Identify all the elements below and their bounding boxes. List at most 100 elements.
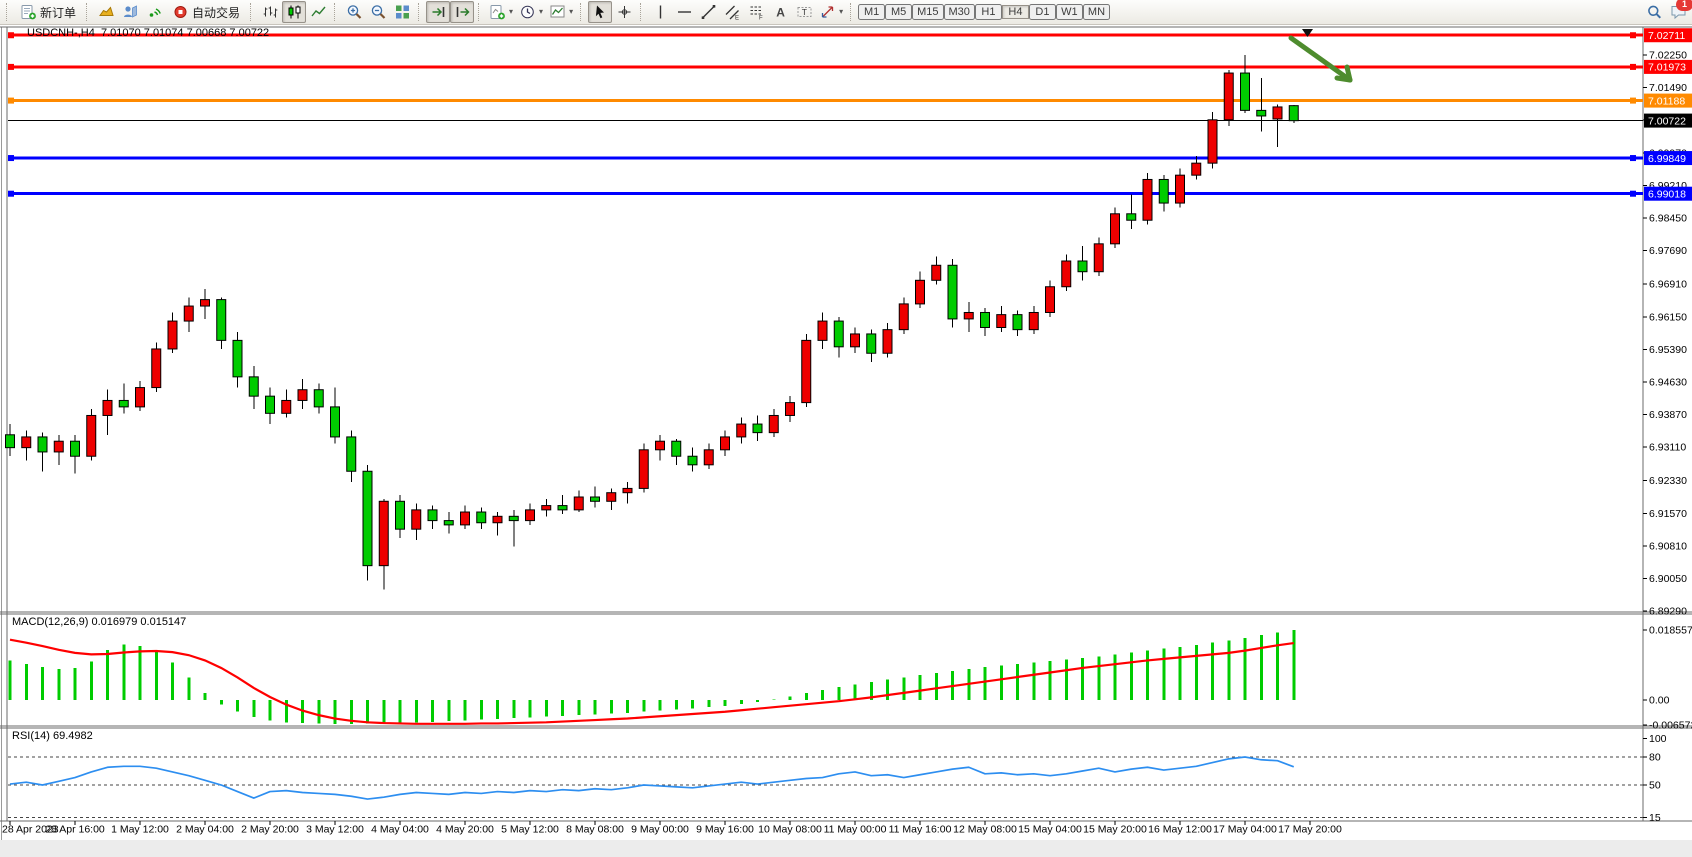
candle — [1012, 314, 1023, 331]
zoom-in-icon — [347, 5, 361, 19]
candle — [541, 505, 552, 511]
community-button[interactable] — [118, 1, 142, 23]
tile-windows-button[interactable] — [390, 1, 414, 23]
search-icon — [1647, 5, 1661, 19]
autotrading-button[interactable]: 自动交易 — [166, 1, 246, 23]
candle — [898, 303, 909, 331]
horizontal-line-button[interactable] — [672, 1, 696, 23]
chart-shift-button[interactable] — [450, 1, 475, 23]
arrows-icon — [821, 6, 834, 18]
equidistant-channel-button[interactable]: E — [720, 1, 744, 23]
horizontal-line-icon — [677, 11, 691, 13]
svg-text:6.93110: 6.93110 — [1649, 442, 1686, 454]
timeframe-m30-button[interactable]: M30 — [943, 4, 975, 20]
macd-indicator-label: MACD(12,26,9) 0.016979 0.015147 — [12, 616, 187, 628]
search-button[interactable] — [1642, 1, 1666, 23]
svg-text:8 May 08:00: 8 May 08:00 — [566, 824, 624, 836]
sell-marker-icon[interactable] — [1302, 29, 1313, 37]
candle — [1077, 260, 1088, 273]
horizontal-lines-group[interactable] — [8, 32, 1643, 197]
timeframe-d1-button[interactable]: D1 — [1028, 4, 1056, 20]
line-chart-icon — [310, 6, 326, 17]
timeframe-mn-button[interactable]: MN — [1082, 4, 1111, 20]
svg-text:15 May 04:00: 15 May 04:00 — [1018, 824, 1082, 836]
cursor-button[interactable] — [588, 1, 613, 23]
fibonacci-icon: F — [750, 6, 763, 20]
candle — [590, 496, 600, 502]
auto-scroll-button[interactable] — [426, 1, 451, 23]
candle — [53, 440, 64, 453]
trendline-button[interactable] — [696, 1, 720, 23]
candle — [573, 496, 584, 511]
toolbar: 新订单 自动交易 — [0, 0, 1692, 25]
vertical-line-icon — [659, 5, 661, 19]
timeframe-w1-button[interactable]: W1 — [1055, 4, 1083, 20]
timeframe-m15-button[interactable]: M15 — [912, 4, 944, 20]
candle — [1110, 213, 1120, 245]
signals-button[interactable] — [142, 1, 166, 23]
vertical-line-button[interactable] — [648, 1, 672, 23]
svg-text:4 May 20:00: 4 May 20:00 — [436, 824, 494, 836]
timeframe-h4-button[interactable]: H4 — [1001, 5, 1029, 19]
svg-text:11 May 00:00: 11 May 00:00 — [824, 824, 887, 836]
zoom-in-button[interactable] — [342, 1, 366, 23]
templates-button[interactable]: ▾ — [546, 1, 576, 23]
candle — [980, 311, 990, 329]
zoom-out-button[interactable] — [366, 1, 390, 23]
deposit-icon — [98, 6, 114, 16]
candle — [1223, 72, 1234, 121]
timeframe-h1-button[interactable]: H1 — [974, 4, 1002, 20]
bars-chart-button[interactable] — [258, 1, 282, 23]
crosshair-button[interactable] — [612, 1, 636, 23]
text-label-button[interactable]: T — [792, 1, 816, 23]
candle — [395, 500, 405, 530]
new-order-button[interactable]: 新订单 — [14, 1, 82, 23]
candle — [313, 389, 324, 408]
svg-text:6.94630: 6.94630 — [1649, 376, 1687, 388]
timeframe-m5-button[interactable]: M5 — [885, 4, 913, 20]
notification-badge: 1 — [1676, 0, 1692, 11]
svg-text:6.97690: 6.97690 — [1649, 245, 1687, 257]
price-axis-ticks: 7.022507.014907.007306.999706.992106.984… — [1643, 50, 1687, 618]
chart-canvas[interactable]: 7.022507.014907.007306.999706.992106.984… — [0, 25, 1692, 857]
notifications-button[interactable]: 1 — [1666, 0, 1692, 23]
timeframe-m1-button[interactable]: M1 — [858, 4, 886, 20]
autotrading-icon — [174, 6, 187, 18]
candle — [768, 414, 779, 434]
new-order-label: 新订单 — [40, 5, 77, 20]
svg-text:E: E — [735, 16, 739, 21]
fibonacci-button[interactable]: F — [744, 1, 768, 23]
cursor-icon — [595, 5, 604, 19]
candle — [346, 436, 357, 472]
candle — [151, 348, 162, 389]
arrows-tool-button[interactable]: ▾ — [816, 1, 846, 23]
svg-text:6.99018: 6.99018 — [1648, 189, 1686, 201]
candle — [1240, 72, 1250, 111]
candle — [1207, 119, 1218, 164]
candle — [785, 402, 795, 416]
trend-arrow[interactable] — [1288, 35, 1353, 83]
candle — [1028, 311, 1039, 331]
candle — [492, 515, 503, 524]
chart-title: USDCNH-,H4 7.01070 7.01074 7.00668 7.007… — [27, 27, 270, 39]
periods-button[interactable]: ▾ — [516, 1, 546, 23]
bars-chart-icon — [263, 6, 277, 18]
channel-icon: E — [725, 5, 739, 21]
candles-chart-button[interactable] — [282, 1, 307, 23]
trendline-icon — [701, 5, 715, 19]
chevron-down-icon: ▾ — [839, 7, 844, 16]
clock-icon — [521, 5, 534, 19]
indicators-button[interactable]: ▾ — [486, 1, 516, 23]
candle — [655, 440, 665, 451]
candle — [1093, 243, 1104, 273]
candle — [1142, 178, 1153, 221]
candle — [850, 333, 860, 348]
deposit-button[interactable] — [94, 1, 118, 23]
svg-text:6.92330: 6.92330 — [1649, 475, 1687, 487]
text-button[interactable]: A — [768, 1, 792, 23]
candle — [1256, 109, 1267, 117]
line-chart-button[interactable] — [306, 1, 330, 23]
toolbar-grip — [334, 3, 338, 21]
